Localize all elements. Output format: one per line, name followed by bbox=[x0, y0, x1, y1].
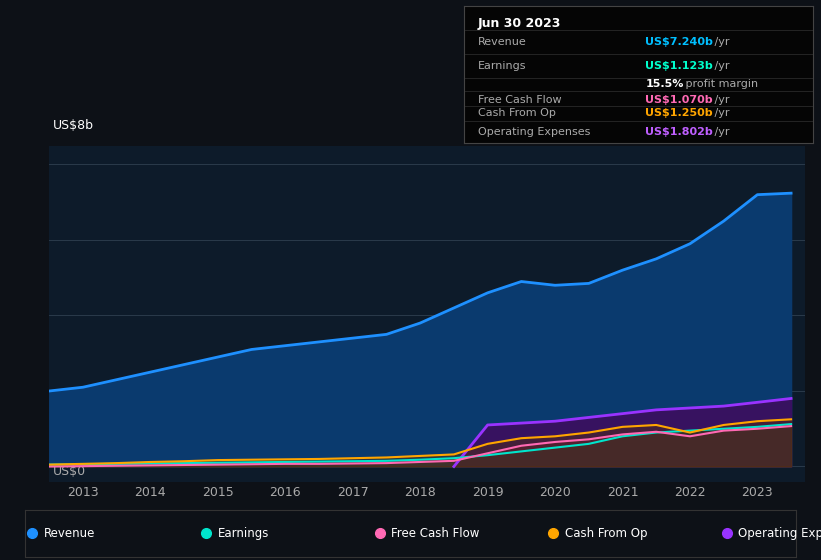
Text: /yr: /yr bbox=[711, 37, 730, 47]
Text: /yr: /yr bbox=[711, 108, 730, 118]
Text: US$7.240b: US$7.240b bbox=[645, 37, 713, 47]
Text: Operating Expenses: Operating Expenses bbox=[739, 527, 821, 540]
Text: Earnings: Earnings bbox=[218, 527, 269, 540]
Text: Free Cash Flow: Free Cash Flow bbox=[478, 95, 562, 105]
Text: 15.5%: 15.5% bbox=[645, 80, 684, 90]
Text: US$1.802b: US$1.802b bbox=[645, 127, 713, 137]
Text: /yr: /yr bbox=[711, 127, 730, 137]
Text: US$1.250b: US$1.250b bbox=[645, 108, 713, 118]
Text: Revenue: Revenue bbox=[478, 37, 526, 47]
Text: US$8b: US$8b bbox=[53, 119, 94, 132]
Text: US$1.123b: US$1.123b bbox=[645, 61, 713, 71]
Text: Jun 30 2023: Jun 30 2023 bbox=[478, 17, 562, 30]
Text: Free Cash Flow: Free Cash Flow bbox=[391, 527, 479, 540]
Text: profit margin: profit margin bbox=[682, 80, 758, 90]
Text: US$1.070b: US$1.070b bbox=[645, 95, 713, 105]
Text: /yr: /yr bbox=[711, 95, 730, 105]
Text: Cash From Op: Cash From Op bbox=[478, 108, 556, 118]
Text: US$0: US$0 bbox=[53, 465, 86, 478]
Text: /yr: /yr bbox=[711, 61, 730, 71]
Text: Revenue: Revenue bbox=[44, 527, 95, 540]
Text: Earnings: Earnings bbox=[478, 61, 526, 71]
Text: Cash From Op: Cash From Op bbox=[565, 527, 647, 540]
Text: Operating Expenses: Operating Expenses bbox=[478, 127, 590, 137]
